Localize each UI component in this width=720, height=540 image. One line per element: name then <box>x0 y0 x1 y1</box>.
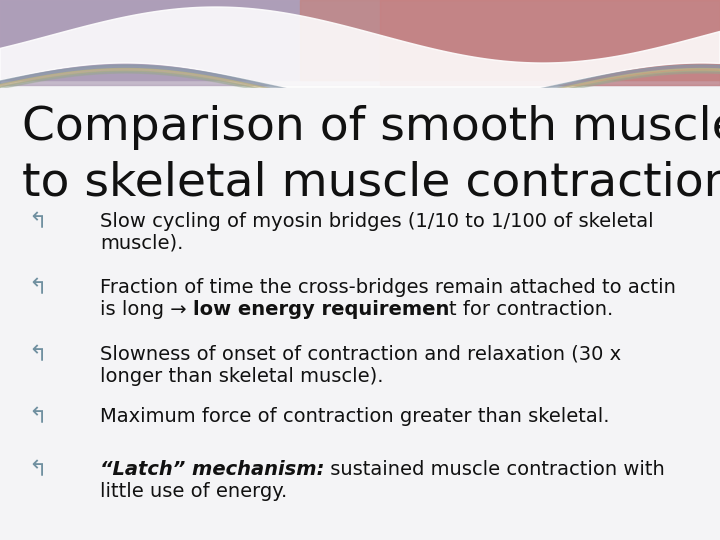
Polygon shape <box>300 0 720 80</box>
Text: to skeletal muscle contraction: to skeletal muscle contraction <box>22 160 720 205</box>
Text: is long →: is long → <box>100 300 193 319</box>
Polygon shape <box>0 7 720 107</box>
Text: muscle).: muscle). <box>100 234 184 253</box>
Text: ↰: ↰ <box>28 460 47 480</box>
Text: Fraction of time the cross-bridges remain attached to actin: Fraction of time the cross-bridges remai… <box>100 278 676 297</box>
Text: little use of energy.: little use of energy. <box>100 482 287 501</box>
Text: Slowness of onset of contraction and relaxation (30 x: Slowness of onset of contraction and rel… <box>100 345 621 364</box>
Polygon shape <box>0 65 720 109</box>
Polygon shape <box>0 71 720 113</box>
Polygon shape <box>0 0 720 80</box>
Polygon shape <box>0 0 720 85</box>
Text: Slow cycling of myosin bridges (1/10 to 1/100 of skeletal: Slow cycling of myosin bridges (1/10 to … <box>100 212 654 231</box>
Polygon shape <box>0 88 720 540</box>
Text: low energy requiremen: low energy requiremen <box>193 300 449 319</box>
Text: Comparison of smooth muscle: Comparison of smooth muscle <box>22 105 720 150</box>
Polygon shape <box>0 69 720 111</box>
Text: Maximum force of contraction greater than skeletal.: Maximum force of contraction greater tha… <box>100 407 610 426</box>
Text: “Latch” mechanism:: “Latch” mechanism: <box>100 460 325 479</box>
Text: ↰: ↰ <box>28 345 47 365</box>
Polygon shape <box>380 0 720 85</box>
Text: ↰: ↰ <box>28 278 47 298</box>
Text: sustained muscle contraction with: sustained muscle contraction with <box>325 460 665 479</box>
Text: ↰: ↰ <box>28 407 47 427</box>
Text: ↰: ↰ <box>28 212 47 232</box>
Text: longer than skeletal muscle).: longer than skeletal muscle). <box>100 367 384 386</box>
Text: t for contraction.: t for contraction. <box>449 300 613 319</box>
